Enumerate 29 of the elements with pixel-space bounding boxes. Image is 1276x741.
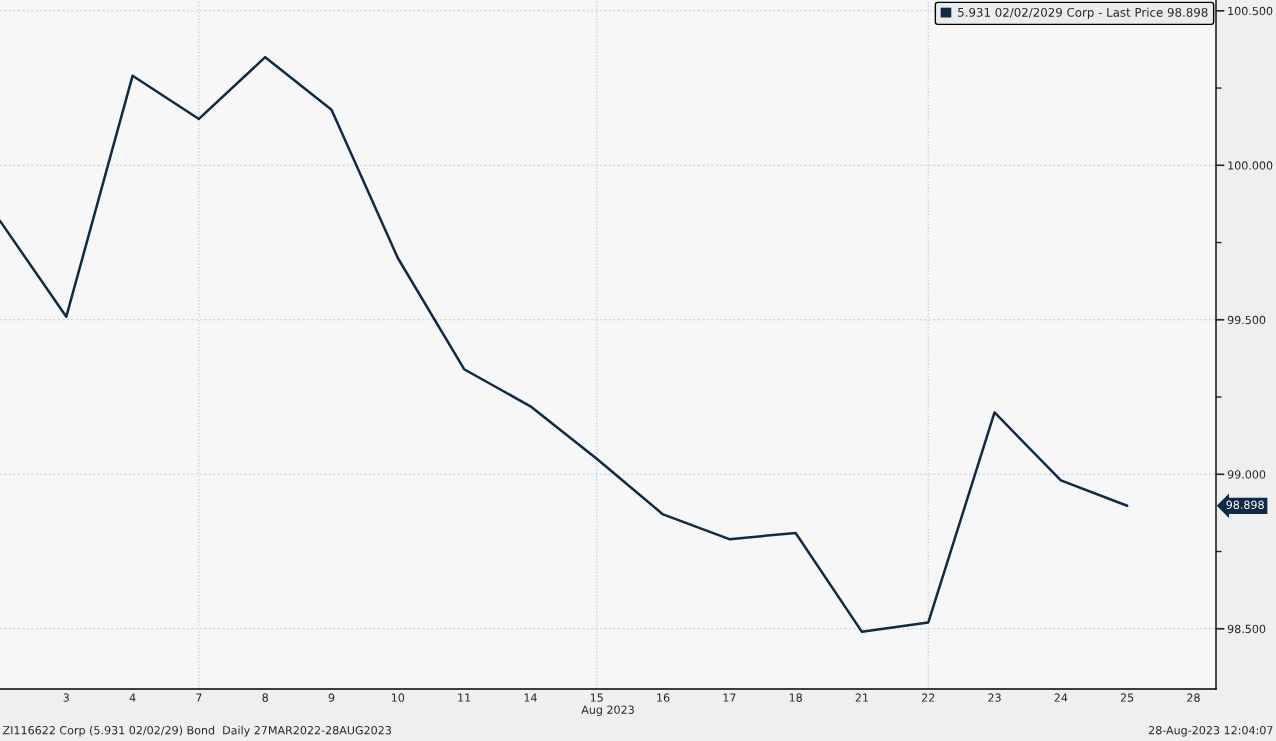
- x-tick-label: 23: [988, 693, 1001, 702]
- x-axis-title: Aug 2023: [581, 705, 634, 717]
- y-tick-label: 100.500: [1228, 6, 1273, 16]
- x-tick-label: 22: [921, 693, 935, 702]
- text: 28-Aug-2023 12:04:07: [1148, 726, 1273, 737]
- x-tick-label: 3: [63, 693, 69, 702]
- y-tick-label: 99.000: [1227, 470, 1266, 479]
- x-tick-label: 7: [196, 693, 202, 702]
- x-tick-label: 8: [262, 693, 268, 702]
- line-series: [0, 55, 1129, 634]
- y-tick-label: 99.500: [1227, 315, 1266, 325]
- text: 98.898: [1226, 500, 1264, 510]
- x-tick-label: 11: [458, 693, 471, 702]
- y-tick-label: 100.000: [1228, 161, 1273, 170]
- x-tick-label: 28: [1187, 693, 1200, 702]
- text: ZI116622 Corp (5.931 02/02/29) Bond Daily 27MAR2022-28AUG2023: [3, 725, 391, 737]
- x-tick-label: 24: [1054, 693, 1068, 702]
- x-tick-label: 16: [657, 693, 670, 702]
- y-tick-label: 98.500: [1227, 624, 1266, 634]
- x-tick-label: 15: [590, 693, 603, 702]
- x-tick-label: 25: [1120, 693, 1134, 702]
- x-tick-label: 10: [391, 693, 405, 702]
- x-tick-label: 9: [328, 693, 335, 702]
- x-tick-label: 14: [524, 693, 537, 702]
- x-tick-label: 18: [789, 693, 802, 702]
- x-tick-label: 4: [129, 693, 136, 702]
- x-tick-label: 17: [723, 693, 736, 702]
- legend-label: 5.931 02/02/2029 Corp - Last Price 98.898: [958, 7, 1208, 20]
- x-tick-label: 21: [855, 693, 868, 702]
